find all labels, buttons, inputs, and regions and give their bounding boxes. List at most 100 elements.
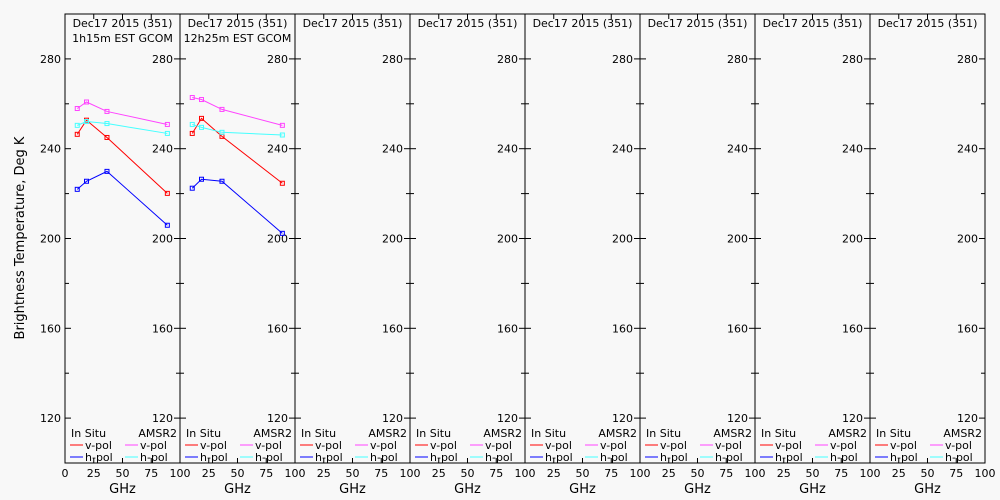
y-tick-label: 280 xyxy=(957,53,978,66)
legend-label: v-pol xyxy=(485,439,512,452)
y-tick-label: 160 xyxy=(957,322,978,335)
legend-title-amsr2: AMSR2 xyxy=(943,427,982,440)
x-tick-label: 100 xyxy=(745,467,766,480)
legend-label: v-pol xyxy=(85,439,112,452)
x-axis-label: GHz xyxy=(684,482,711,497)
legend-label: v-pol xyxy=(600,439,627,452)
legend-title-insitu: In Situ xyxy=(876,427,911,440)
y-tick-label: 280 xyxy=(727,53,748,66)
y-tick-label: 160 xyxy=(267,322,288,335)
panel-title: Dec17 2015 (351) xyxy=(73,17,173,30)
x-tick-label: 25 xyxy=(777,467,791,480)
x-tick-label: 100 xyxy=(515,467,536,480)
y-tick-label: 240 xyxy=(727,143,748,156)
data-point xyxy=(199,176,205,182)
x-axis-label: GHz xyxy=(569,482,596,497)
legend-label: h-pol xyxy=(545,451,573,464)
x-axis-label: GHz xyxy=(224,482,251,497)
legend-title-amsr2: AMSR2 xyxy=(828,427,867,440)
y-tick-label: 200 xyxy=(727,233,748,246)
panel-4: 120 160 200 240 280 25 50 75 100 GHz Dec17 2015 (3… xyxy=(409,13,536,497)
data-point xyxy=(219,178,225,184)
legend-label: h-pol xyxy=(945,451,973,464)
y-tick-label: 200 xyxy=(612,233,633,246)
x-axis-label: GHz xyxy=(799,482,826,497)
data-point xyxy=(104,168,110,174)
x-tick-label: 25 xyxy=(202,467,216,480)
x-tick-label: 50 xyxy=(231,467,245,480)
legend-label: v-pol xyxy=(315,439,342,452)
x-tick-label: 50 xyxy=(921,467,935,480)
x-tick-label: 100 xyxy=(630,467,651,480)
x-tick-label: 75 xyxy=(374,467,388,480)
y-tick-label: 160 xyxy=(382,322,403,335)
legend-label: v-pol xyxy=(140,439,167,452)
data-point xyxy=(189,130,195,136)
legend-title-amsr2: AMSR2 xyxy=(598,427,637,440)
y-tick-label: 280 xyxy=(152,53,173,66)
data-point xyxy=(84,99,90,105)
x-tick-label: 100 xyxy=(285,467,306,480)
y-axis-label: Brightness Temperature, Deg K xyxy=(13,136,28,339)
series-line xyxy=(191,178,283,234)
legend-title-insitu: In Situ xyxy=(761,427,796,440)
x-tick-label: 50 xyxy=(806,467,820,480)
x-axis-label: GHz xyxy=(339,482,366,497)
legend-title-insitu: In Situ xyxy=(301,427,336,440)
panel-title: Dec17 2015 (351) xyxy=(188,17,288,30)
x-tick-label: 50 xyxy=(576,467,590,480)
series-line xyxy=(76,170,168,226)
series-line xyxy=(192,97,283,126)
x-tick-label: 100 xyxy=(975,467,996,480)
y-tick-label: 120 xyxy=(612,412,633,425)
panel-title: Dec17 2015 (351) xyxy=(648,17,748,30)
legend-label: h-pol xyxy=(85,451,113,464)
x-tick-label: 100 xyxy=(860,467,881,480)
data-point xyxy=(104,121,110,127)
y-tick-label: 160 xyxy=(40,322,61,335)
y-tick-label: 160 xyxy=(612,322,633,335)
y-tick-label: 160 xyxy=(727,322,748,335)
x-tick-label: 25 xyxy=(892,467,906,480)
x-axis-label: GHz xyxy=(914,482,941,497)
y-tick-label: 280 xyxy=(382,53,403,66)
legend-label: h-pol xyxy=(200,451,228,464)
x-tick-label: 50 xyxy=(691,467,705,480)
y-tick-label: 280 xyxy=(497,53,518,66)
y-tick-label: 120 xyxy=(842,412,863,425)
legend-label: v-pol xyxy=(715,439,742,452)
legend-label: v-pol xyxy=(255,439,282,452)
data-point xyxy=(219,106,225,112)
y-tick-label: 120 xyxy=(267,412,288,425)
data-point xyxy=(104,134,110,140)
legend-label: v-pol xyxy=(890,439,917,452)
x-tick-label: 100 xyxy=(170,467,191,480)
legend-label: h-pol xyxy=(775,451,803,464)
data-point xyxy=(74,122,80,128)
legend-title-insitu: In Situ xyxy=(531,427,566,440)
legend-label: h-pol xyxy=(315,451,343,464)
panel-title: 1h15m EST GCOM xyxy=(72,32,173,45)
legend-title-amsr2: AMSR2 xyxy=(253,427,292,440)
legend-title-amsr2: AMSR2 xyxy=(713,427,752,440)
legend-label: h-pol xyxy=(660,451,688,464)
y-tick-label: 200 xyxy=(957,233,978,246)
data-point xyxy=(164,130,170,136)
y-tick-label: 280 xyxy=(267,53,288,66)
x-tick-label: 75 xyxy=(259,467,273,480)
y-tick-label: 200 xyxy=(382,233,403,246)
legend-label: v-pol xyxy=(545,439,572,452)
legend-title-insitu: In Situ xyxy=(71,427,106,440)
x-axis-label: GHz xyxy=(454,482,481,497)
panel-7: 120 160 200 240 280 25 50 75 100 GHz Dec17 2015 (3… xyxy=(754,13,881,497)
legend-label: v-pol xyxy=(830,439,857,452)
y-tick-label: 240 xyxy=(957,143,978,156)
data-point xyxy=(279,132,285,138)
x-tick-label: 25 xyxy=(662,467,676,480)
x-tick-label: 75 xyxy=(489,467,503,480)
